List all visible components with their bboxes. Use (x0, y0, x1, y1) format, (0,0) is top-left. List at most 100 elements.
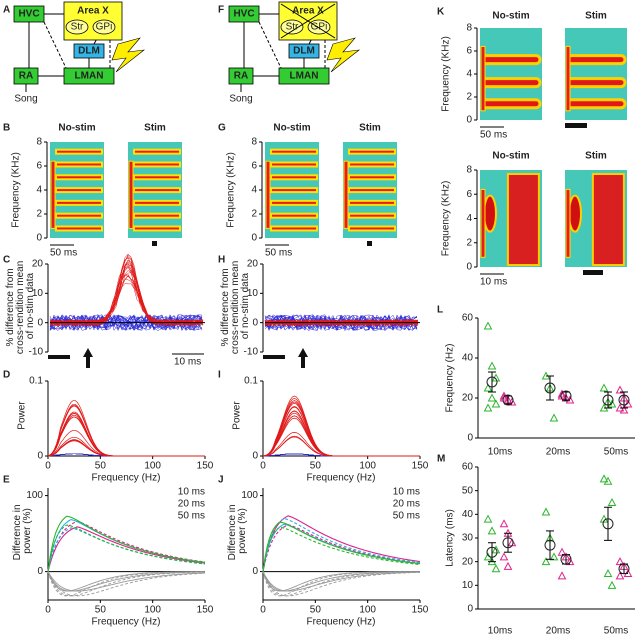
x-tick-label: 10ms (488, 626, 512, 637)
stim-control-curve (47, 571, 206, 597)
condition-label: Stim (585, 11, 607, 22)
mean-marker (602, 518, 614, 530)
y-tick-label: 0 (251, 233, 257, 244)
legend-label: 20 ms (178, 499, 205, 510)
y-tick-label: 4 (466, 213, 472, 224)
harmonic (55, 225, 103, 232)
power-stim (47, 414, 205, 457)
data-point (565, 557, 575, 566)
scale-label: 10 ms (174, 357, 201, 368)
y-tick-label: 0 (467, 604, 473, 615)
data-point (615, 385, 625, 394)
mean-marker (618, 563, 630, 575)
x-tick-label: 50 (310, 605, 322, 616)
data-point (557, 571, 567, 580)
x-tick-label: 150 (197, 605, 214, 616)
node-str (280, 19, 304, 35)
formant (480, 54, 542, 66)
data-point (557, 389, 567, 398)
data-point (541, 557, 551, 566)
formant (480, 77, 542, 89)
mean-marker (486, 546, 498, 558)
mean-marker (618, 394, 630, 406)
power-stim (47, 413, 205, 457)
y-tick-label: 4 (251, 185, 257, 196)
stim-control-curve (47, 571, 206, 597)
difference-curve (47, 527, 206, 572)
scale-label: 50 ms (480, 130, 507, 141)
harmonic (270, 161, 318, 168)
scale-label: 10 ms (480, 277, 507, 288)
x-tick-label: 50ms (604, 447, 628, 458)
data-point (541, 507, 551, 516)
node-label: LMAN (290, 71, 319, 82)
harmonic (348, 199, 396, 206)
y-tick-label: 10 (247, 288, 259, 299)
node-label: Area X (292, 6, 324, 17)
y-tick-label: 6 (466, 46, 472, 57)
y-tick-label: 100 (241, 490, 258, 501)
y-axis-label: % difference from cross-rendition mean o… (5, 258, 36, 354)
stim-bar (367, 241, 372, 246)
data-point (483, 321, 493, 330)
y-tick-label: 8 (36, 137, 42, 148)
x-tick-label: 150 (412, 605, 429, 616)
y-tick-label: -10 (244, 347, 259, 358)
stim-bar (565, 123, 587, 128)
difference-curve (262, 515, 421, 572)
stim-bar (583, 270, 603, 275)
text-line: Difference in (227, 502, 238, 561)
x-axis-label: Frequency (Hz) (92, 617, 161, 628)
x-tick-label: 0 (260, 605, 266, 616)
y-tick-label: 0 (252, 317, 258, 328)
output-label: Song (14, 94, 37, 105)
data-point (615, 571, 625, 580)
text-line: Difference in (12, 502, 23, 561)
harmonic (348, 187, 396, 194)
stim-control-curve (262, 571, 421, 592)
y-axis-label: Difference in power (%) (12, 502, 33, 561)
x-axis-label: Frequency (Hz) (307, 617, 376, 628)
harmonic (133, 199, 181, 206)
text-line: power (%) (22, 508, 33, 554)
y-tick-label: 0 (37, 451, 43, 462)
condition-label: No-stim (492, 151, 529, 162)
text-line: cross-rendition mean (15, 258, 26, 354)
y-tick-label: 0 (252, 451, 258, 462)
y-tick-label: 0.1 (244, 376, 258, 387)
x-tick-label: 20ms (546, 626, 570, 637)
data-point (483, 514, 493, 523)
legend-label: 50 ms (393, 511, 420, 522)
data-point (487, 361, 497, 370)
y-tick-label: 10 (32, 288, 44, 299)
node-label: Str (71, 22, 84, 33)
harmonic (133, 187, 181, 194)
x-tick-label: 50 (95, 605, 107, 616)
legend-label: 50 ms (178, 511, 205, 522)
harmonic (133, 161, 181, 168)
text-line: power (%) (237, 508, 248, 554)
difference-curve (262, 521, 421, 572)
data-point (487, 393, 497, 402)
text-line: of no-stim data (240, 272, 251, 339)
power-stim (262, 398, 420, 457)
y-tick-label: 2 (466, 92, 472, 103)
node-gpi (92, 19, 116, 35)
condition-label: No-stim (492, 11, 529, 22)
harmonic (55, 187, 103, 194)
harmonic (133, 212, 181, 219)
condition-label: No-stim (58, 123, 95, 134)
power-stim (47, 411, 205, 457)
panel-label: D (3, 370, 10, 381)
condition-label: No-stim (273, 123, 310, 134)
condition-label: Stim (359, 123, 381, 134)
harmonic (133, 225, 181, 232)
power-stim (47, 416, 205, 457)
harmonic (348, 161, 396, 168)
x-tick-label: 0 (45, 461, 51, 472)
y-axis-label: Frequency (Hz) (445, 344, 456, 413)
formant (565, 98, 627, 110)
x-axis-label: Frequency (Hz) (307, 473, 376, 484)
onset (565, 188, 571, 258)
node-hvc (13, 5, 45, 23)
